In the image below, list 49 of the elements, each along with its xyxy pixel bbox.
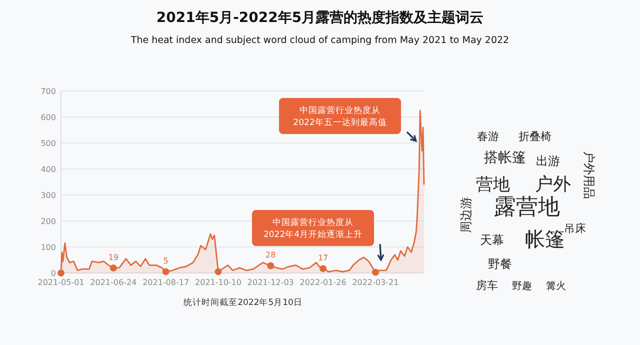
text: 篝火 bbox=[546, 280, 566, 292]
text: 周边游 bbox=[459, 197, 473, 233]
x-tick-label: 2021-10-10 bbox=[194, 278, 242, 287]
y-tick-label: 100 bbox=[40, 243, 56, 252]
text: 统计时间截至2022年5月10日 bbox=[184, 297, 302, 308]
text: 野餐 bbox=[488, 257, 512, 271]
point bbox=[372, 268, 379, 276]
text: 露营地 bbox=[494, 195, 560, 220]
y-tick-label: 300 bbox=[40, 191, 56, 200]
point bbox=[162, 268, 170, 276]
text: 折叠椅 bbox=[518, 130, 552, 143]
y-tick-label: 200 bbox=[40, 217, 56, 226]
y-tick-label: 0 bbox=[50, 269, 56, 278]
text: 天幕 bbox=[480, 233, 504, 247]
text: 吊床 bbox=[564, 222, 586, 235]
y-tick-label: 700 bbox=[40, 87, 56, 96]
y-tick-label: 600 bbox=[40, 113, 56, 122]
point bbox=[58, 270, 64, 276]
annotation: 中国露营行业热度从 2022年4月开始逐渐上升 bbox=[263, 217, 363, 240]
text: 帐篷 bbox=[525, 227, 565, 251]
callout: 中国露营行业热度从 2022年4月开始逐渐上升 bbox=[252, 210, 374, 246]
chart-title: 2021年5月-2022年5月露营的热度指数及主题词云 bbox=[156, 9, 484, 26]
text: 出游 bbox=[536, 154, 560, 168]
data-label: 5 bbox=[163, 256, 168, 266]
data-label: 19 bbox=[108, 253, 119, 262]
x-tick-label: 2021-12-03 bbox=[247, 278, 294, 287]
chart-subtitle: The heat index and subject word cloud of camping from May 2021 to May 2022 bbox=[130, 35, 510, 46]
text: 营地 bbox=[476, 175, 510, 195]
text: 户外 bbox=[535, 174, 571, 195]
text: 房车 bbox=[476, 279, 498, 292]
x-tick-label: 2021-08-17 bbox=[142, 278, 190, 287]
annotation: 中国露营行业热度从 2022年五一达到最高值 bbox=[293, 105, 387, 128]
text: 搭帐篷 bbox=[484, 150, 526, 166]
text: 野趣 bbox=[512, 280, 532, 292]
x-tick-label: 2022-01-26 bbox=[300, 278, 346, 287]
data-label: 17 bbox=[318, 254, 328, 263]
x-tick-label: 2021-06-24 bbox=[90, 278, 137, 287]
point bbox=[320, 265, 327, 272]
x-tick-label: 2022-03-21 bbox=[352, 278, 399, 287]
point bbox=[110, 264, 117, 272]
y-tick-label: 400 bbox=[40, 165, 56, 174]
data-label: 28 bbox=[266, 250, 276, 260]
x-tick-label: 2021-05-01 bbox=[38, 278, 84, 287]
point bbox=[267, 262, 274, 270]
point bbox=[214, 268, 222, 276]
y-tick-label: 500 bbox=[40, 139, 56, 148]
text: 户外用品 bbox=[582, 151, 596, 199]
text: 春游 bbox=[477, 130, 499, 143]
callout: 中国露营行业热度从 2022年五一达到最高值 bbox=[279, 98, 401, 134]
